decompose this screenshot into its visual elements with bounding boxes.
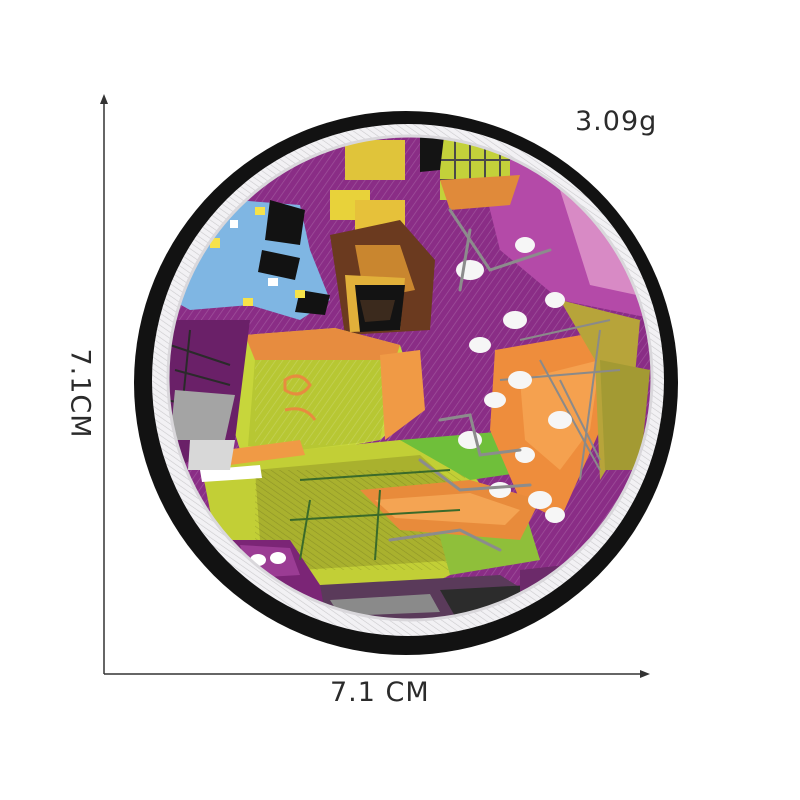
width-dimension-label: 7.1 CM [330,677,430,708]
weight-label: 3.09g [575,106,658,137]
height-dimension-label: 7.1CM [64,348,96,439]
